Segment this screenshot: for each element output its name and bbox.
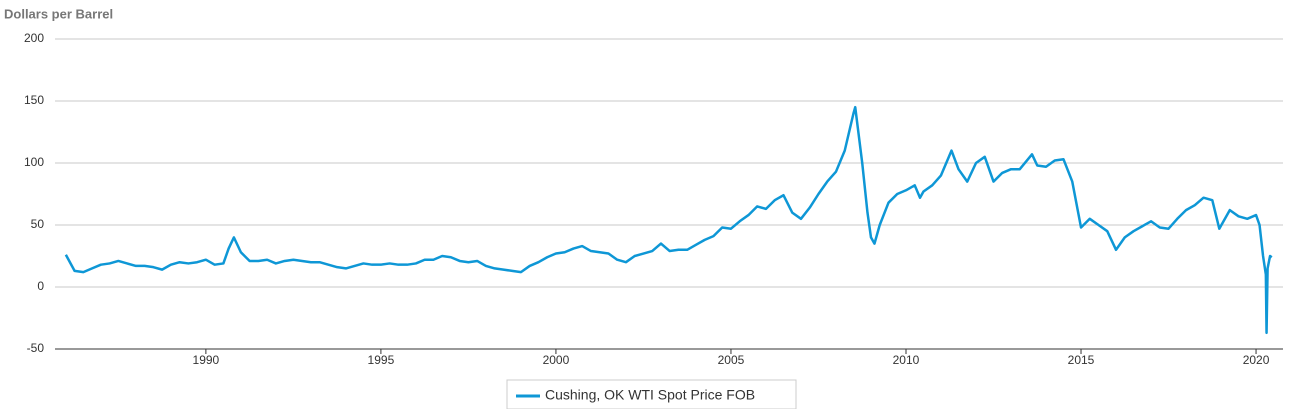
- y-tick-label: 0: [37, 279, 44, 293]
- data-line: [64, 105, 1273, 335]
- x-tick-label: 2000: [543, 353, 570, 367]
- x-tick-label: 1990: [193, 353, 220, 367]
- x-tick-label: 2015: [1068, 353, 1095, 367]
- legend-label: Cushing, OK WTI Spot Price FOB: [545, 387, 755, 403]
- x-tick-label: 2020: [1243, 353, 1270, 367]
- y-tick-label: 150: [24, 93, 44, 107]
- y-tick-label: 50: [31, 217, 45, 231]
- y-tick-label: 200: [24, 31, 44, 45]
- y-tick-label: -50: [27, 341, 45, 355]
- x-tick-label: 1995: [368, 353, 395, 367]
- y-axis-label: Dollars per Barrel: [4, 6, 113, 21]
- x-tick-label: 2010: [893, 353, 920, 367]
- legend: [506, 379, 797, 410]
- y-tick-label: 100: [24, 155, 44, 169]
- x-tick-label: 2005: [718, 353, 745, 367]
